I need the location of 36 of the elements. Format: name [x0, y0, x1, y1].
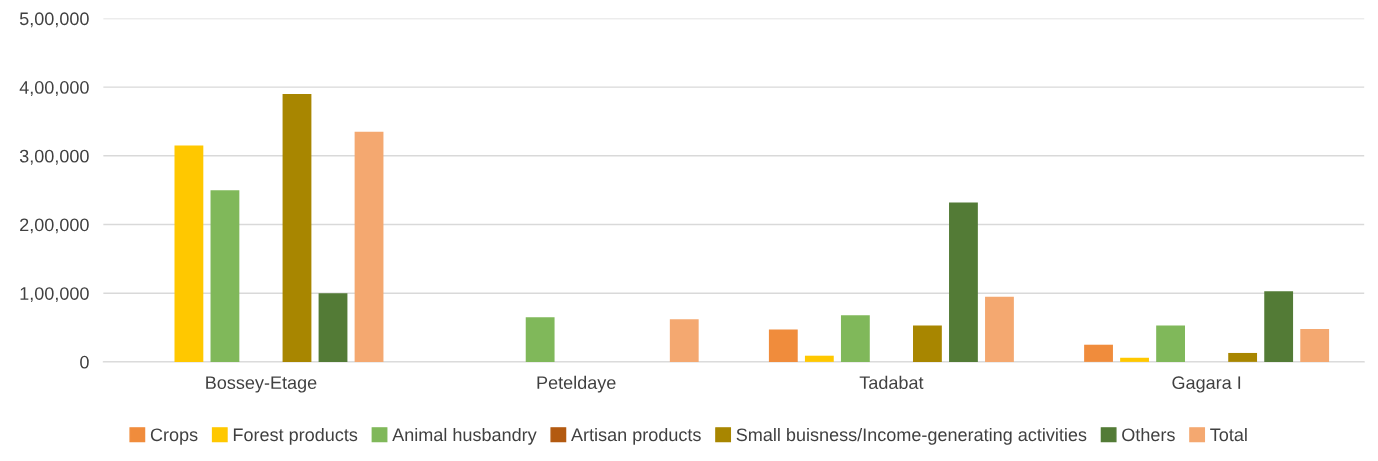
x-tick-label: Gagara I	[1172, 376, 1241, 393]
bar	[949, 202, 978, 362]
legend-label: Small buisness/Income-generating activities	[736, 427, 1087, 445]
legend-label: Animal husbandry	[392, 427, 537, 445]
legend-label: Total	[1210, 427, 1247, 442]
bar	[174, 145, 204, 362]
bar	[1120, 357, 1149, 362]
y-tick-label: 1,00,000	[20, 287, 89, 303]
y-tick-label: 3,00,000	[19, 149, 89, 165]
bar	[1300, 328, 1330, 362]
legend-label: Crops	[150, 428, 198, 445]
y-tick-label: 0	[80, 355, 89, 369]
legend-label: Others	[1122, 427, 1175, 442]
bar	[210, 190, 240, 362]
bar	[1084, 344, 1113, 362]
bar	[525, 317, 555, 362]
bar	[768, 329, 798, 362]
y-tick-label: 4,00,000	[19, 81, 89, 96]
bar	[913, 325, 942, 362]
x-tick-label: Bossey-Etage	[206, 376, 317, 393]
y-tick-label: 5,00,000	[19, 12, 89, 28]
x-tick-label: Tadabat	[859, 375, 924, 390]
y-tick-label: 2,00,000	[20, 218, 89, 234]
x-tick-label: Peteldaye	[537, 375, 616, 393]
bar	[282, 94, 312, 362]
bar	[985, 296, 1014, 362]
bar	[318, 293, 348, 362]
bar	[1264, 291, 1294, 362]
bar	[354, 131, 384, 362]
bar	[1156, 325, 1185, 362]
bar	[840, 315, 870, 362]
bar	[669, 319, 699, 362]
legend-label: Artisan products	[571, 427, 701, 445]
bar	[1228, 352, 1258, 362]
legend-label: Forest products	[233, 427, 358, 445]
bar	[804, 355, 834, 362]
